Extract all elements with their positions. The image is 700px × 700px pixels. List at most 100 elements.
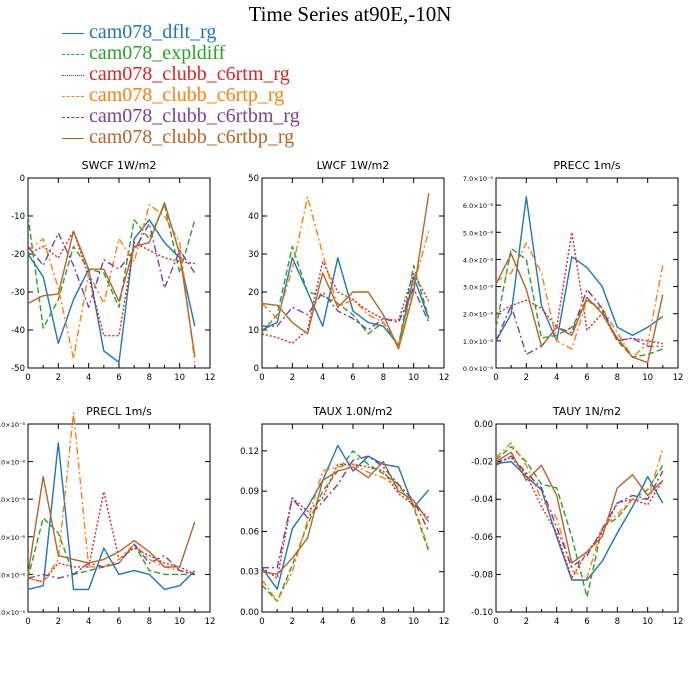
legend: cam078_dflt_rg cam078_expldiff cam078_club… — [62, 22, 392, 152]
series-line-cam078_clubb_c6rtbm_rg — [495, 288, 663, 356]
series-line-cam078_expldiff — [261, 450, 430, 602]
x-tick-label: 8 — [381, 617, 386, 627]
panel-title: PRECL 1m/s — [86, 405, 152, 418]
x-tick-label: 12 — [673, 617, 684, 627]
chart-panel-5: TAUX 1.0N/m2 0 2 4 6 8 10 12 0.00 0.03 0.06 0.09 0.1… — [240, 405, 449, 627]
y-tick-label: 0.00 — [240, 608, 259, 618]
y-tick-label: -20 — [11, 250, 25, 260]
x-tick-label: 10 — [408, 373, 419, 383]
y-tick-label: 2.0×10⁻⁸ — [463, 311, 493, 319]
series-line-cam078_dflt_rg — [27, 442, 196, 591]
x-tick-label: 0 — [493, 373, 498, 383]
x-tick-label: 10 — [408, 617, 419, 627]
chart-panel-3: PRECC 1m/s 0 2 4 6 8 10 12 0.0×10⁻⁸ 1.0×10⁻⁸ 2.0×1… — [463, 159, 684, 383]
y-tick-label: 10 — [248, 326, 259, 336]
x-tick-label: 8 — [147, 617, 152, 627]
series-line-cam078_clubb_c6rtbm_rg — [262, 455, 430, 569]
series-line-cam078_clubb_c6rtbm_rg — [262, 287, 430, 331]
plot-frame — [495, 423, 679, 613]
y-tick-label: 1.0×10⁻⁸ — [463, 338, 493, 346]
x-tick-label: 6 — [584, 373, 589, 383]
x-tick-label: 0 — [259, 373, 264, 383]
legend-entry: cam078_clubb_c6rtm_rg — [62, 64, 392, 85]
x-tick-label: 6 — [350, 617, 355, 627]
y-tick-label: 3.0×10⁻⁸ — [463, 284, 493, 292]
panel-title: SWCF 1W/m2 — [82, 159, 157, 172]
series-line-cam078_dflt_rg — [495, 460, 664, 581]
y-tick-label: 0.00 — [474, 420, 493, 430]
series-line-cam078_clubb_c6rtbp_rg — [27, 475, 196, 575]
x-tick-label: 0 — [259, 617, 264, 627]
legend-entry: cam078_expldiff — [62, 43, 392, 64]
y-tick-label: -30 — [11, 288, 25, 298]
panel-title: LWCF 1W/m2 — [317, 159, 390, 172]
y-tick-label: 3.0×10⁻⁸ — [0, 496, 25, 504]
legend-line-swatch — [62, 138, 84, 139]
series-line-cam078_clubb_c6rtm_rg — [495, 457, 664, 579]
y-tick-label: 0.03 — [240, 568, 259, 578]
panel-title: PRECC 1m/s — [553, 159, 621, 172]
x-tick-label: 4 — [86, 373, 91, 383]
series-line-cam078_expldiff — [27, 203, 196, 329]
x-tick-label: 2 — [524, 373, 529, 383]
legend-entry: cam078_dflt_rg — [62, 22, 392, 43]
series-line-cam078_dflt_rg — [261, 444, 430, 590]
x-tick-label: 4 — [320, 373, 325, 383]
panel-title: TAUX 1.0N/m2 — [312, 405, 393, 418]
y-tick-label: 5.0×10⁻⁸ — [0, 421, 25, 429]
series-line-cam078_clubb_c6rtbp_rg — [261, 460, 430, 576]
x-tick-label: 6 — [584, 617, 589, 627]
y-tick-label: 5.0×10⁻⁸ — [463, 229, 493, 237]
y-tick-label: 40 — [248, 212, 259, 222]
y-tick-label: 4.0×10⁻⁸ — [463, 256, 493, 264]
series-line-cam078_clubb_c6rtm_rg — [27, 491, 196, 583]
legend-label: cam078_clubb_c6rtp_rg — [89, 84, 285, 106]
y-tick-label: 2.0×10⁻⁸ — [0, 534, 25, 542]
chart-panel-6: TAUY 1N/m2 0 2 4 6 8 10 12 0.00 -0.02 -0.04 -0.06 -0… — [471, 405, 683, 627]
y-tick-label: 20 — [248, 288, 259, 298]
series-line-cam078_clubb_c6rtm_rg — [261, 463, 430, 580]
series-line-cam078_clubb_c6rtbm_rg — [27, 543, 195, 579]
x-tick-label: 12 — [205, 373, 216, 383]
series-line-cam078_clubb_c6rtbp_rg — [261, 193, 430, 350]
legend-entry: cam078_clubb_c6rtbp_rg — [62, 127, 392, 148]
chart-panel-1: SWCF 1W/m2 0 2 4 6 8 10 12 0 -10 -20 -30 -40 -50 — [11, 159, 215, 383]
legend-entry: cam078_clubb_c6rtbm_rg — [62, 106, 392, 127]
series-line-cam078_clubb_c6rtbp_rg — [495, 451, 664, 564]
legend-label: cam078_dflt_rg — [89, 21, 217, 43]
y-tick-label: 6.0×10⁻⁸ — [463, 202, 493, 210]
chart-panel-4: PRECL 1m/s 0 2 4 6 8 10 12 0.0×10⁻⁸ 1.0×10⁻⁸ 2.0×1… — [0, 405, 215, 627]
x-tick-label: 10 — [174, 373, 185, 383]
x-tick-label: 4 — [554, 617, 559, 627]
y-tick-label: 0.06 — [240, 527, 259, 537]
figure-title: Time Series at90E,-10N — [248, 2, 452, 26]
x-tick-label: 0 — [493, 617, 498, 627]
y-tick-label: -0.04 — [471, 495, 493, 505]
y-tick-label: 7.0×10⁻⁸ — [463, 175, 493, 183]
y-tick-label: 30 — [248, 250, 259, 260]
x-tick-label: 8 — [615, 617, 620, 627]
x-tick-label: 4 — [86, 617, 91, 627]
y-tick-label: 0.09 — [240, 487, 259, 497]
x-tick-label: 6 — [350, 373, 355, 383]
x-tick-label: 8 — [147, 373, 152, 383]
y-tick-label: -0.08 — [471, 570, 493, 580]
series-line-cam078_expldiff — [27, 517, 195, 579]
y-tick-label: 0.0×10⁻⁸ — [463, 365, 493, 373]
series-line-cam078_clubb_c6rtm_rg — [495, 231, 663, 345]
x-tick-label: 8 — [381, 373, 386, 383]
x-tick-label: 4 — [554, 373, 559, 383]
y-tick-label: -50 — [11, 364, 25, 374]
legend-line-swatch — [62, 33, 84, 34]
x-tick-label: 0 — [25, 373, 30, 383]
series-line-cam078_clubb_c6rtbp_rg — [27, 201, 196, 357]
y-tick-label: 0 — [254, 364, 259, 374]
plot-frame — [27, 423, 211, 613]
series-line-cam078_clubb_c6rtp_rg — [261, 196, 430, 346]
legend-line-swatch — [62, 54, 84, 55]
series-line-cam078_expldiff — [495, 445, 664, 598]
series-line-cam078_clubb_c6rtbm_rg — [495, 455, 664, 568]
x-tick-label: 12 — [205, 617, 216, 627]
series-line-cam078_expldiff — [495, 247, 664, 358]
y-tick-label: 1.0×10⁻⁸ — [0, 571, 25, 579]
